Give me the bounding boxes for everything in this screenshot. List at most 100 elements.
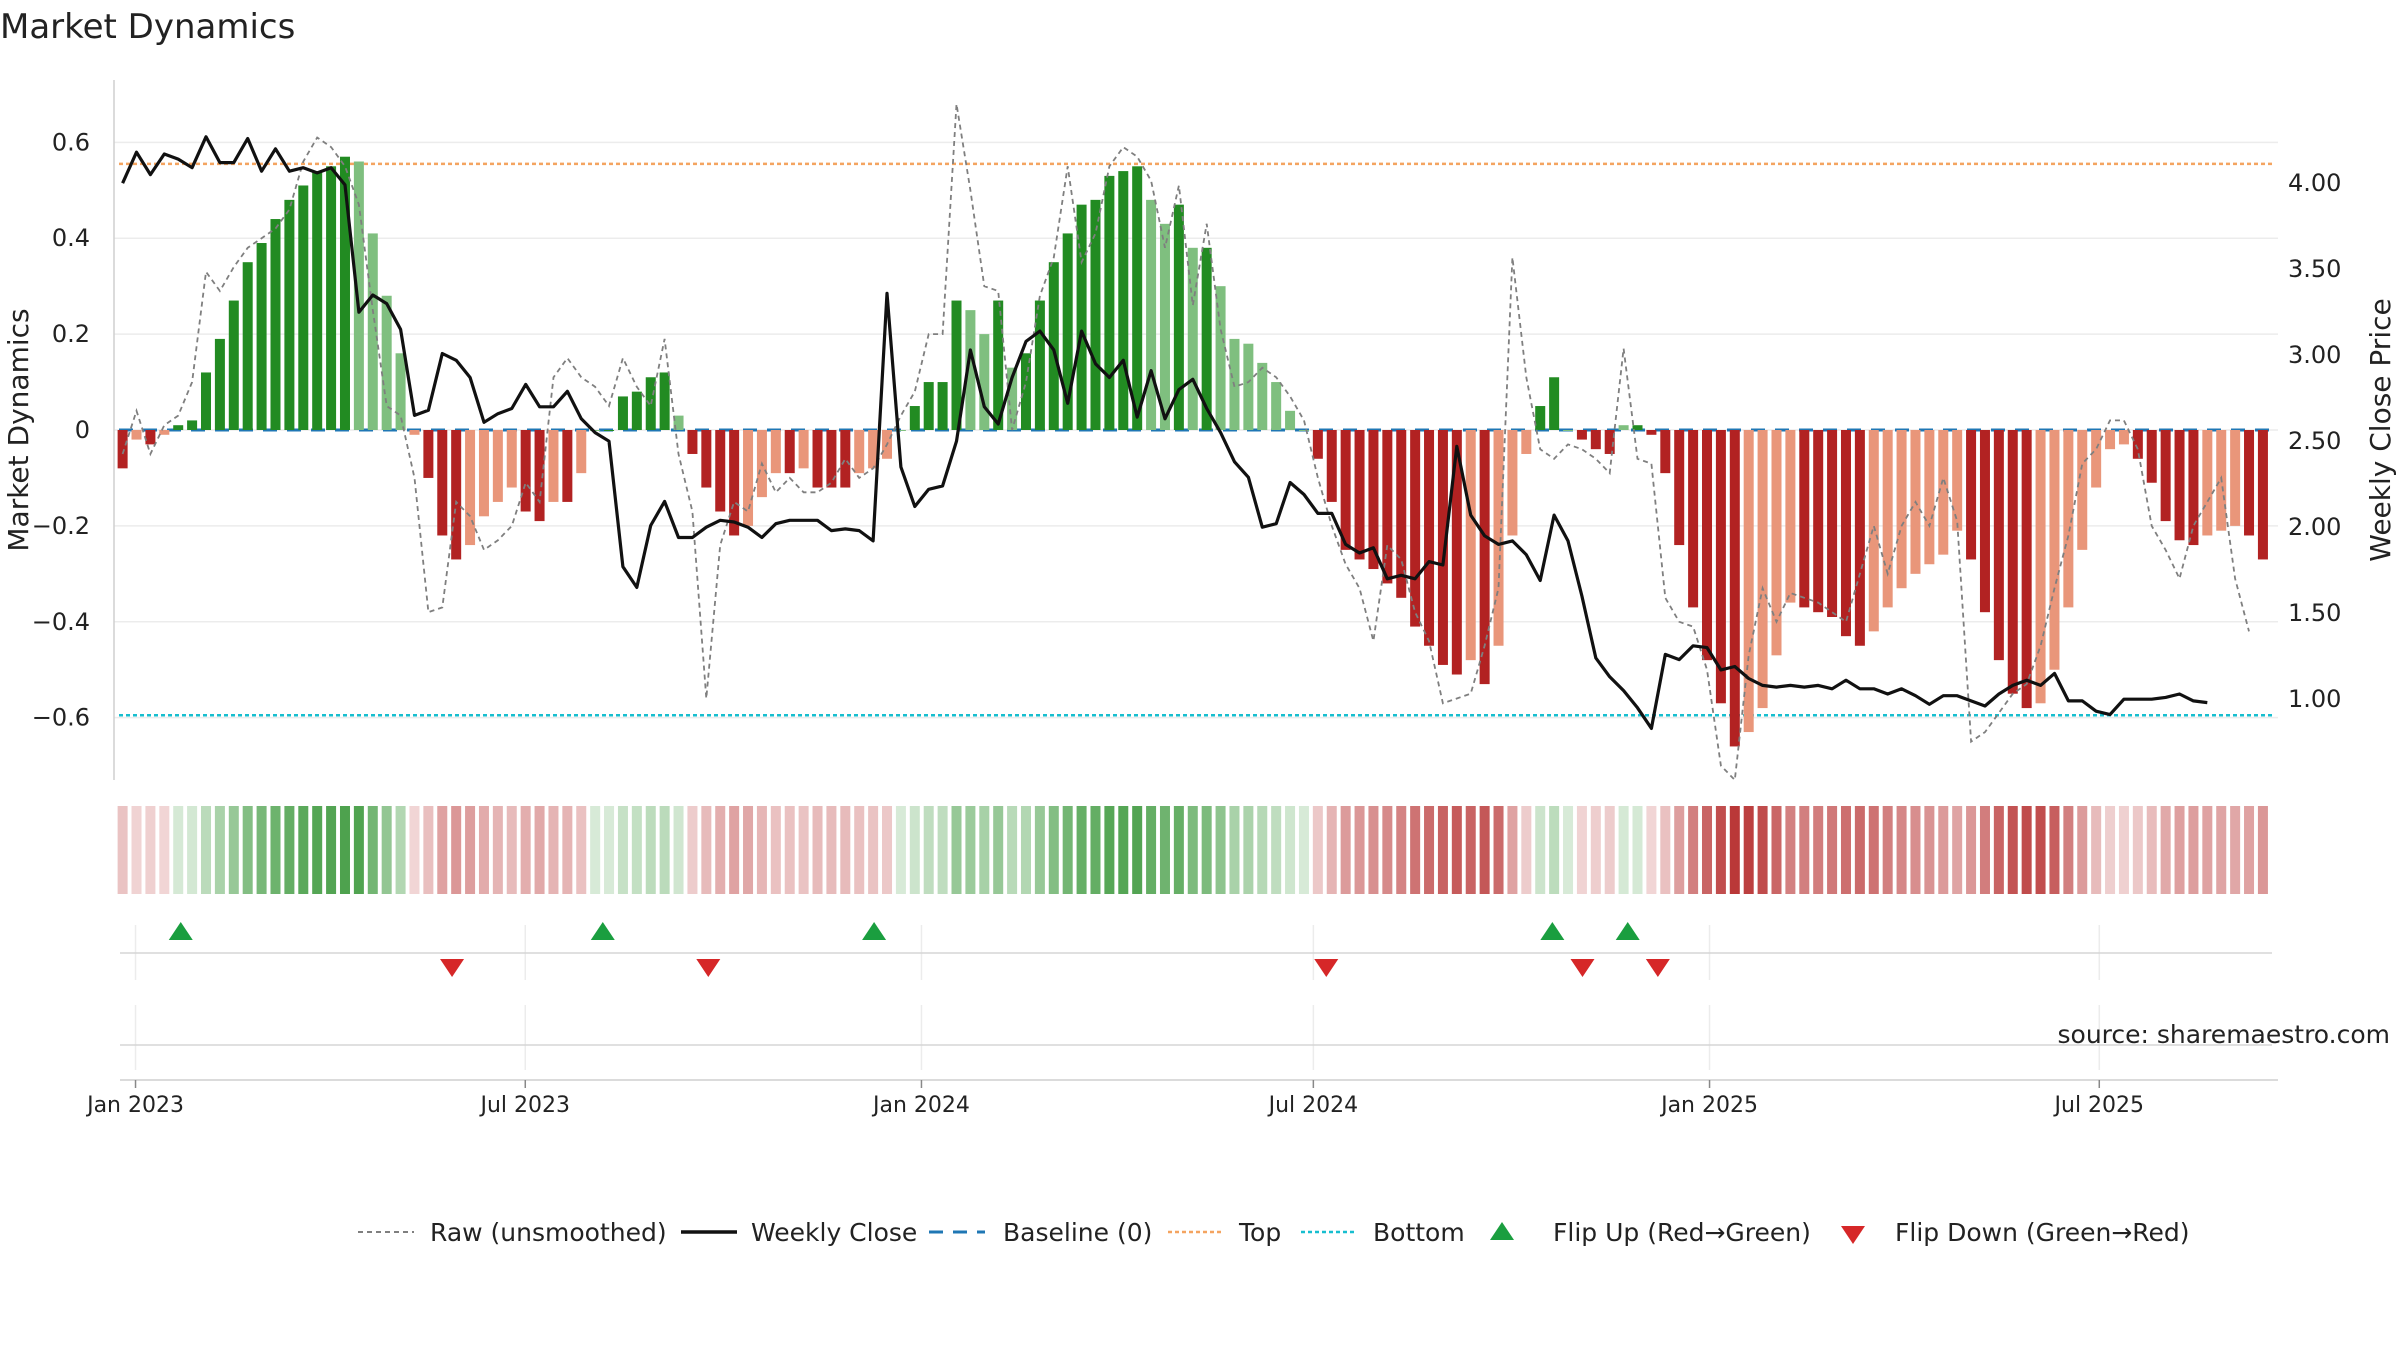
regime-strip-cell [743, 806, 754, 894]
bar [826, 430, 837, 488]
y-axis-left: 0.6 0.4 0.2 0 −0.2 −0.4 −0.6 [32, 80, 115, 780]
regime-strip-cell [1840, 806, 1851, 894]
legend-raw-label: Raw (unsmoothed) [430, 1218, 667, 1247]
y-axis-right: 4.00 3.50 3.00 2.50 2.00 1.50 1.00 [2288, 169, 2341, 713]
regime-strip-cell [1382, 806, 1393, 894]
bar [1743, 430, 1754, 733]
flip-up-marker [590, 922, 615, 940]
bar [520, 430, 531, 512]
flip-down-marker [1645, 959, 1670, 977]
regime-strip-cell [506, 806, 517, 894]
regime-strip-cell [1785, 806, 1796, 894]
regime-strip-cell [1813, 806, 1824, 894]
bar [1062, 233, 1073, 430]
bar [395, 353, 406, 430]
regime-strip-cell [590, 806, 601, 894]
bar [187, 420, 198, 430]
regime-strip-cell [1424, 806, 1435, 894]
bar [1632, 425, 1643, 430]
regime-strip-cell [228, 806, 239, 894]
y-tick-label-right: 1.00 [2288, 685, 2341, 713]
regime-strip-cell [1465, 806, 1476, 894]
bar [1840, 430, 1851, 637]
regime-strip-cell [451, 806, 462, 894]
regime-strip-cell [576, 806, 587, 894]
bar [228, 300, 239, 430]
bar [548, 430, 559, 502]
bar [1243, 343, 1254, 430]
y-tick-label-left: −0.2 [32, 512, 90, 540]
x-tick-label: Jan 2025 [1659, 1093, 1758, 1118]
regime-strip-cell [2021, 806, 2032, 894]
bar [381, 295, 392, 430]
x-axis: Jan 2023 Jul 2023 Jan 2024 Jul 2024 Jan 2025… [85, 1079, 2278, 1118]
bar [1882, 430, 1893, 608]
regime-strip-cell [1604, 806, 1615, 894]
flip-down-marker [440, 959, 465, 977]
regime-strip-cell [659, 806, 670, 894]
y-tick-label-right: 2.50 [2288, 427, 2341, 455]
regime-strip-cell [2146, 806, 2157, 894]
regime-strip-cell [784, 806, 795, 894]
regime-strip-cell [854, 806, 865, 894]
bar [1146, 199, 1157, 430]
bar [1159, 223, 1170, 430]
bar [1132, 166, 1143, 430]
regime-strip [117, 806, 2268, 894]
bar [701, 430, 712, 488]
regime-strip-cell [1215, 806, 1226, 894]
regime-strip-cell [1854, 806, 1865, 894]
flip-up-marker [1540, 922, 1565, 940]
regime-strip-cell [2035, 806, 2046, 894]
bar [840, 430, 851, 488]
bar [1493, 430, 1504, 646]
regime-strip-cell [1618, 806, 1629, 894]
legend: Raw (unsmoothed) Weekly Close Baseline (… [358, 1218, 2190, 1247]
x-tick-label: Jul 2025 [2053, 1093, 2145, 1118]
bar [1396, 430, 1407, 598]
regime-strip-cell [1827, 806, 1838, 894]
regime-strip-cell [993, 806, 1004, 894]
regime-strip-cell [1632, 806, 1643, 894]
regime-strip-cell [1410, 806, 1421, 894]
bar [214, 338, 225, 430]
regime-strip-cell [1396, 806, 1407, 894]
bar [1924, 430, 1935, 565]
regime-strip-cell [145, 806, 156, 894]
bar [1590, 430, 1601, 450]
regime-strip-cell [798, 806, 809, 894]
regime-strip-cell [465, 806, 476, 894]
regime-strip-cell [868, 806, 879, 894]
bar [1854, 430, 1865, 646]
x-tick-label: Jul 2024 [1267, 1093, 1359, 1118]
regime-strip-cell [1104, 806, 1115, 894]
regime-strip-cell [1979, 806, 1990, 894]
regime-strip-cell [2216, 806, 2227, 894]
bar [2202, 430, 2213, 536]
legend-bottom: Bottom [1301, 1218, 1465, 1247]
bar [687, 430, 698, 454]
regime-strip-cell [1132, 806, 1143, 894]
bar [1993, 430, 2004, 661]
regime-strip-cell [1451, 806, 1462, 894]
flip-markers [120, 922, 2272, 1046]
regime-strip-cell [645, 806, 656, 894]
flip-up-marker [1615, 922, 1640, 940]
regime-strip-cell [756, 806, 767, 894]
regime-strip-cell [715, 806, 726, 894]
regime-strip-cell [1020, 806, 1031, 894]
bar [2077, 430, 2088, 550]
bar [284, 199, 295, 430]
bar [326, 166, 337, 430]
triangle-up-icon [1490, 1222, 1514, 1240]
bar [173, 425, 184, 430]
regime-strip-cell [2049, 806, 2060, 894]
bar [1410, 430, 1421, 627]
regime-strip-cell [478, 806, 489, 894]
bar [979, 334, 990, 430]
regime-strip-cell [687, 806, 698, 894]
bar [1007, 367, 1018, 430]
bar [1271, 382, 1282, 430]
bar [1827, 430, 1838, 617]
regime-strip-cell [1007, 806, 1018, 894]
